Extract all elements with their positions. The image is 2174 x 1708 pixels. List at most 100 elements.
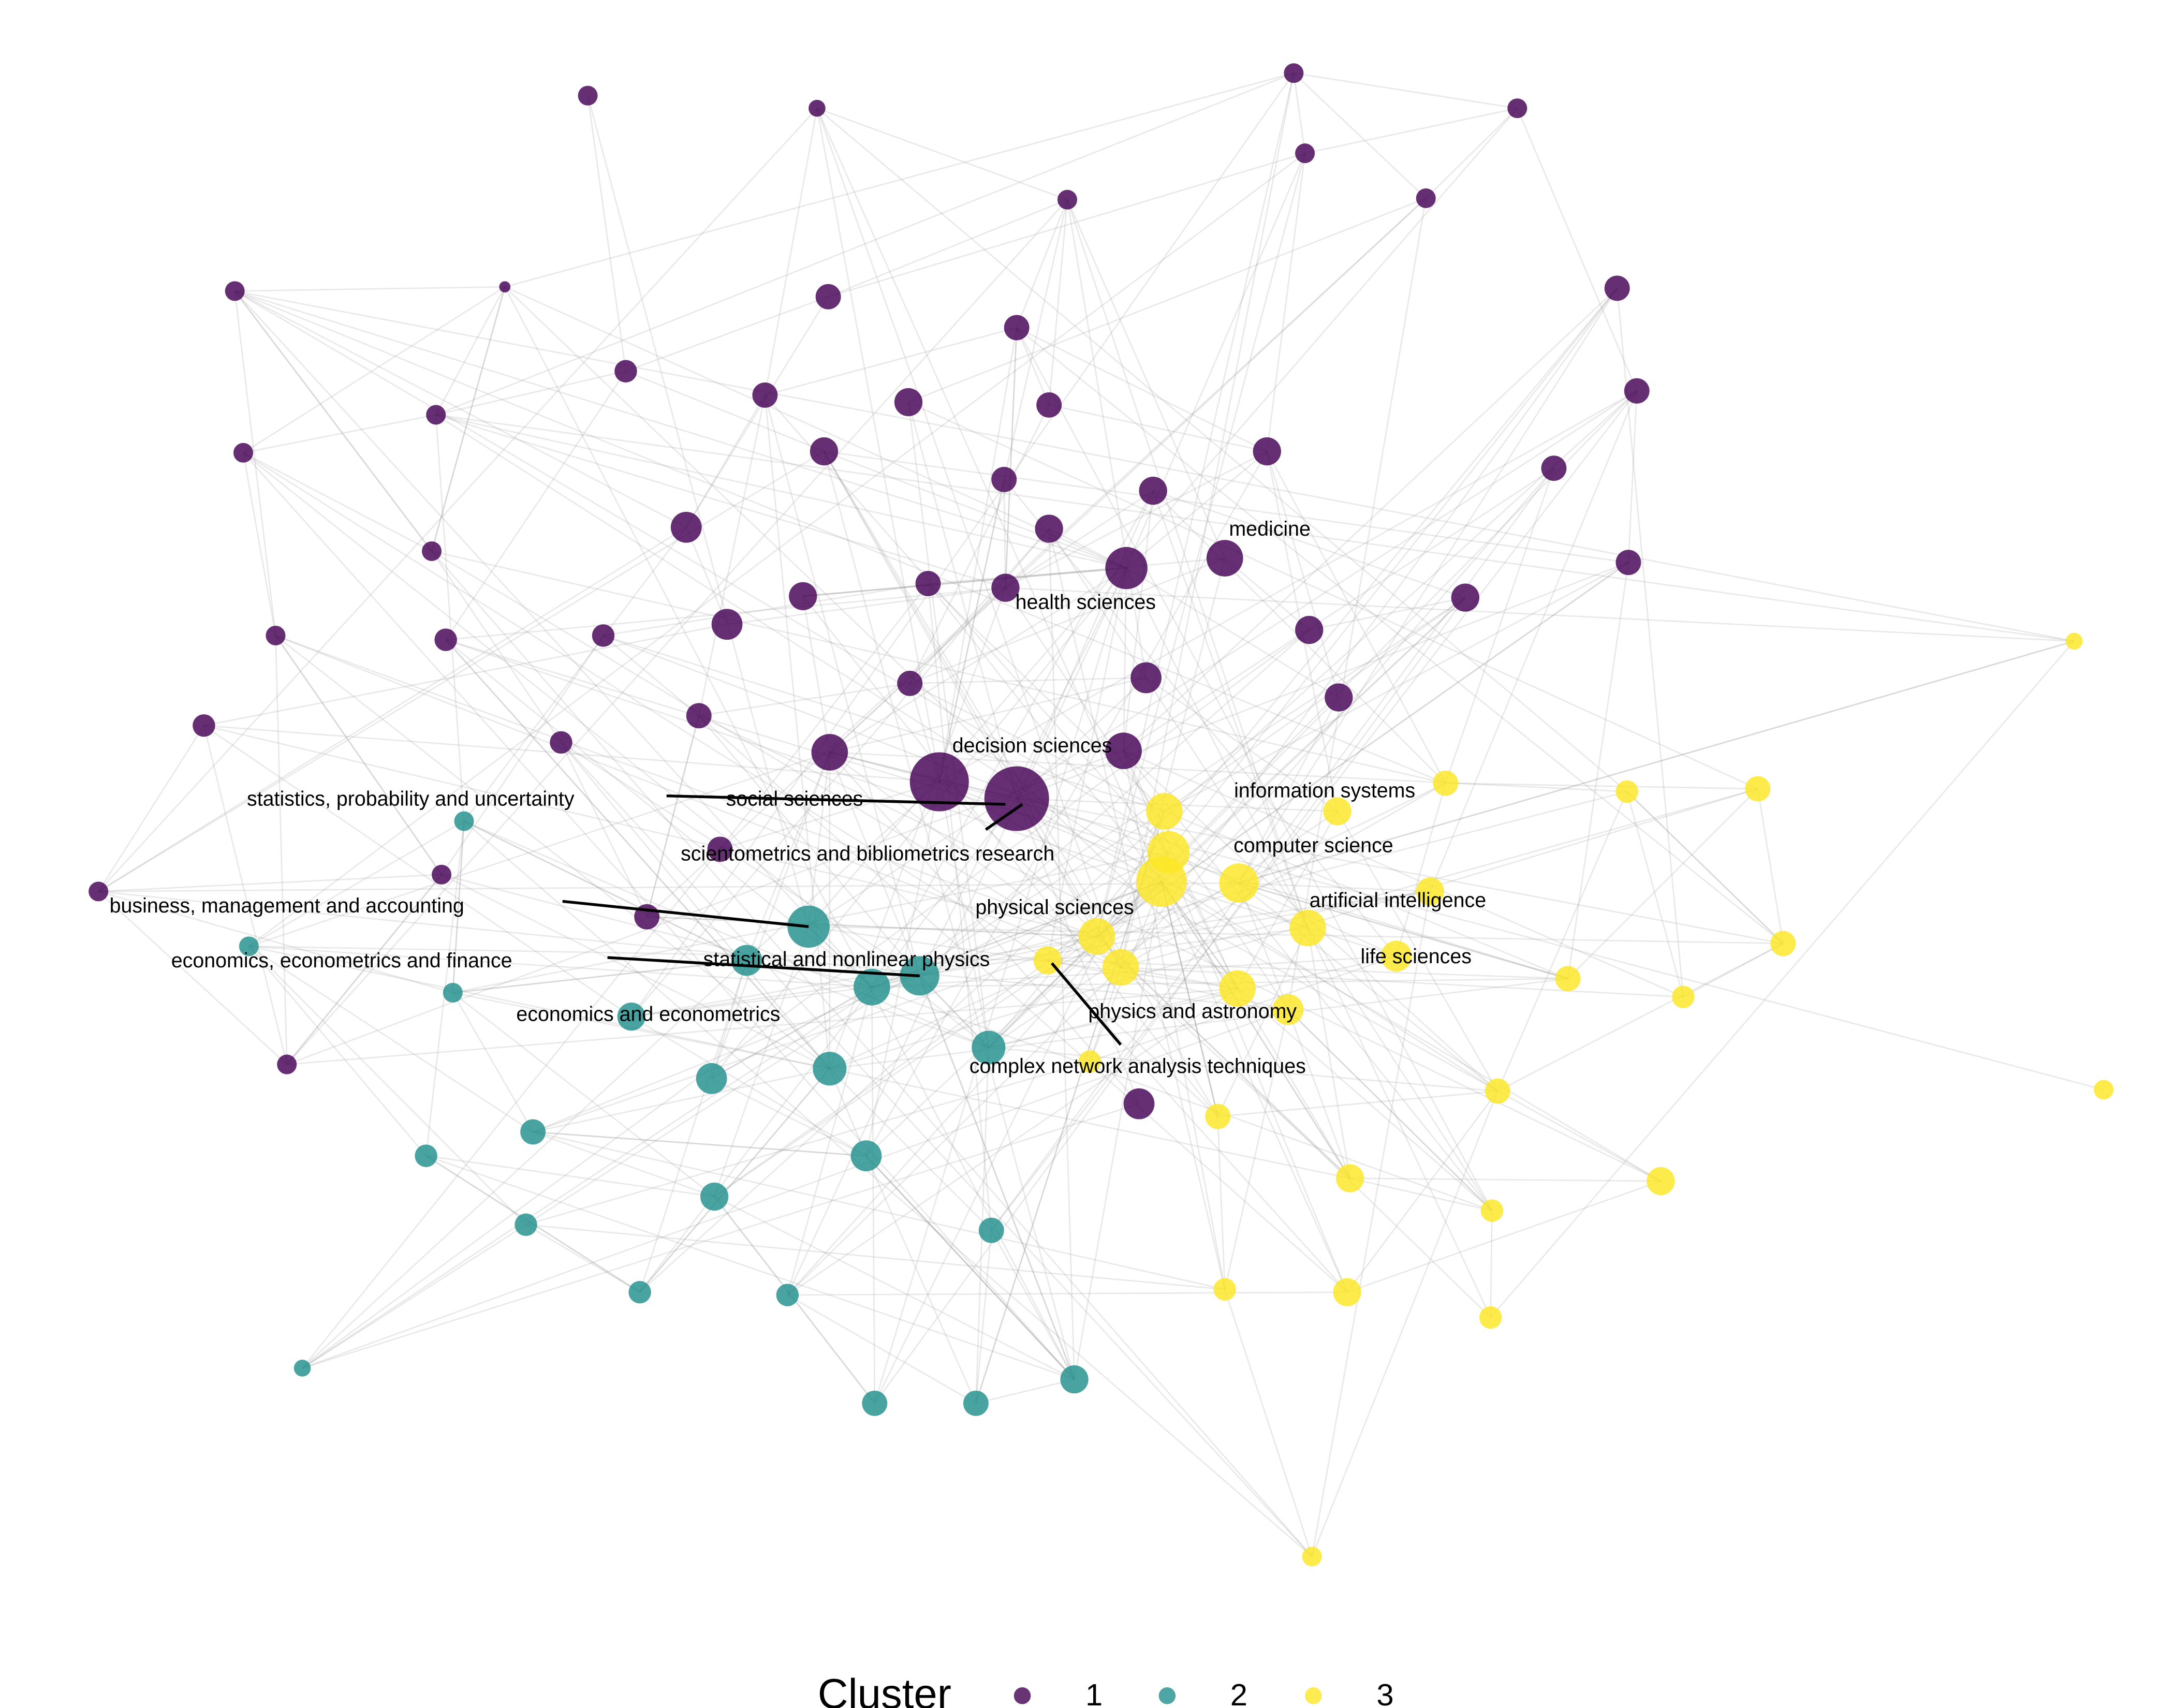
edge (865, 1155, 1075, 1380)
edge (1237, 988, 1351, 1179)
node (854, 968, 890, 1006)
node-label: economics and econometrics (516, 1003, 780, 1025)
node (1284, 63, 1304, 83)
node (1035, 514, 1063, 543)
node-label: computer science (1233, 834, 1393, 857)
edge (787, 988, 1238, 1296)
edge (698, 715, 920, 977)
edge (98, 526, 687, 892)
edge (1066, 199, 1309, 929)
edge (435, 72, 1294, 416)
edge (829, 587, 1006, 753)
edge (1626, 791, 1784, 944)
edge (787, 986, 873, 1295)
edge (248, 946, 534, 1133)
node (1139, 476, 1167, 505)
node (707, 836, 733, 862)
node (1541, 455, 1567, 481)
leader-line (1051, 962, 1122, 1046)
edge (243, 452, 989, 1049)
node (1253, 437, 1281, 466)
edge (234, 290, 1446, 784)
node (617, 1003, 645, 1031)
edge (787, 1294, 977, 1404)
node (815, 284, 841, 310)
edge (646, 715, 700, 917)
edge (829, 978, 1568, 1070)
node (233, 443, 254, 463)
edge (242, 452, 276, 636)
edge (872, 978, 1568, 988)
node (293, 1360, 311, 1377)
edge (1161, 881, 1348, 1293)
node (809, 99, 826, 117)
edge (988, 955, 1397, 1049)
edge (1005, 587, 1289, 1010)
edge (1238, 882, 1499, 1092)
edge (504, 72, 1294, 288)
edge (988, 1047, 1498, 1092)
node (915, 570, 941, 596)
edge (1349, 1177, 1492, 1212)
edge (504, 286, 1127, 569)
edge (824, 450, 1629, 564)
edge (647, 916, 1097, 937)
edge (463, 820, 747, 961)
edge (98, 882, 1239, 892)
edge (1627, 391, 1638, 563)
edge (1164, 811, 1568, 980)
node (1295, 615, 1324, 644)
edge (939, 390, 1637, 783)
edge (625, 370, 825, 452)
node (1206, 540, 1243, 577)
edge (802, 596, 831, 753)
edge (234, 286, 505, 292)
edge (1626, 791, 1784, 944)
node (1146, 793, 1183, 830)
edge (234, 290, 433, 552)
edge (248, 820, 465, 947)
edge (625, 296, 829, 372)
edge (802, 596, 1218, 1117)
edge (1123, 750, 1226, 1290)
edge (1161, 881, 1397, 957)
edge (908, 401, 1758, 790)
edge (1120, 788, 1758, 968)
node (776, 1284, 799, 1306)
edge (727, 587, 1006, 625)
edge (764, 108, 818, 395)
legend-swatch (1158, 1687, 1176, 1704)
node (1323, 797, 1352, 826)
edge (1239, 882, 1430, 892)
edge (919, 881, 1162, 977)
edge (98, 891, 1288, 1010)
edge (431, 550, 1446, 784)
edge (286, 874, 443, 1065)
edge (865, 1155, 977, 1404)
edge (587, 95, 627, 372)
node (1555, 966, 1581, 992)
edge (1048, 199, 1068, 405)
edge (203, 725, 632, 1018)
edge (441, 874, 830, 1069)
edge (248, 946, 427, 1157)
edge (1497, 943, 1784, 1092)
edge (1016, 490, 1154, 799)
edge (533, 1131, 866, 1157)
node (1078, 1050, 1101, 1073)
edge (1096, 153, 1306, 937)
edge (1120, 783, 1446, 968)
edge (431, 286, 506, 552)
edge (1239, 640, 2075, 884)
edge (919, 975, 1075, 1380)
node (963, 1390, 989, 1416)
node (1480, 1199, 1504, 1222)
edge (829, 752, 920, 976)
node (1770, 931, 1796, 956)
edge (1016, 327, 1784, 944)
edge (630, 72, 1295, 1017)
edge (919, 629, 1310, 977)
edge (829, 567, 1127, 753)
node (1416, 877, 1445, 906)
